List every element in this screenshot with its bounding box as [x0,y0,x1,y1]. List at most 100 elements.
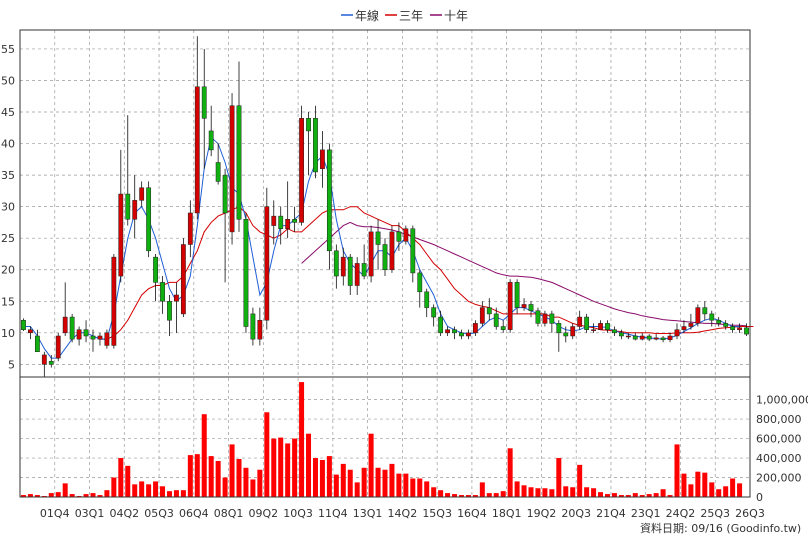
volume-bar [361,467,367,497]
candle-body [486,307,492,315]
candle-body [674,329,680,337]
time-tick-label: 11Q4 [318,507,348,520]
year-line [23,136,740,359]
candle-body [160,282,165,302]
candle [445,326,450,336]
candle-body [41,354,47,365]
three-year-line [100,206,754,340]
candle-body [500,326,506,330]
candle [744,323,749,336]
volume-bar [340,463,346,497]
volume-bar [55,492,61,497]
candle-body [285,219,291,229]
candle [125,115,131,226]
time-tick-label: 24Q2 [666,507,696,520]
price-tick-label: 40 [1,138,15,151]
time-tick-label: 20Q3 [561,507,591,520]
candle [264,187,270,330]
volume-bar [403,473,409,497]
candle-body [612,329,617,334]
volume-bar [618,495,624,497]
candle [139,181,145,207]
volume-bar [215,460,221,497]
candle [361,244,367,280]
candle-body [570,326,576,337]
candle-body [563,332,569,337]
volume-bar [709,482,715,497]
volume-bar [312,458,318,497]
candle [271,200,277,245]
time-tick-label: 23Q1 [631,507,661,520]
candle [243,212,249,333]
candle-body [493,313,499,327]
candle [556,320,562,352]
price-tick-label: 10 [1,327,15,340]
candle [180,238,186,318]
volume-bar [695,471,701,497]
volume-bar [34,495,40,497]
candle [702,301,708,321]
candle-body [528,304,534,312]
volume-bar [702,472,708,497]
volume-bar [535,488,541,497]
candle [598,320,603,330]
price-tick-label: 20 [1,264,15,277]
volume-bar [222,477,228,497]
candle-body [69,316,75,340]
volume-bar [493,493,499,497]
time-tick-label: 15Q3 [422,507,452,520]
volume-bar [410,478,416,497]
candle [695,304,701,327]
volume-bar [326,456,332,497]
time-tick-label: 04Q2 [109,507,139,520]
candle-body [201,86,207,119]
volume-axis-ticks: 0 200,000 400,000 600,000 800,000 1,000,000 [756,394,808,504]
candle [292,206,298,232]
volume-bar [299,382,305,497]
candle [28,326,33,340]
candle [389,225,395,273]
candle-body [278,215,284,229]
volume-bar [111,477,117,497]
candle-body [514,282,520,308]
candlesticks [21,36,749,377]
volume-bar [577,464,583,497]
candle [591,323,596,333]
volume-bar [424,481,430,497]
candle [90,329,96,352]
candle-body [584,316,590,330]
candle-body [424,291,430,308]
legend-label-year: 年線 [355,8,379,23]
candle [375,219,381,270]
candle-body [118,193,124,277]
volume-bar [417,478,423,497]
candle-body [542,313,548,324]
candle [167,294,172,336]
candle [577,310,583,330]
plot-frame [19,29,751,498]
price-tick-label: 25 [1,232,15,245]
candle-body [306,118,311,132]
volume-bar [542,488,548,497]
candle-body [180,244,186,315]
time-tick-label: 09Q2 [249,507,279,520]
candle-body [389,231,395,270]
candle [340,247,346,286]
candle [535,307,541,327]
candle [625,332,631,340]
candle [723,320,729,330]
candle-body [333,250,339,277]
volume-bar [69,494,75,497]
candle-body [125,193,131,220]
grid-lines [20,30,750,497]
volume-bar [737,483,743,497]
volume-bar [528,487,534,497]
candle [326,143,332,270]
price-tick-label: 55 [1,43,15,56]
volume-bar [153,481,159,497]
volume-bar [104,490,110,497]
candle-body [452,329,457,334]
volume-tick-label: 1,000,000 [756,394,808,407]
candle [34,329,40,353]
candle [320,130,325,188]
